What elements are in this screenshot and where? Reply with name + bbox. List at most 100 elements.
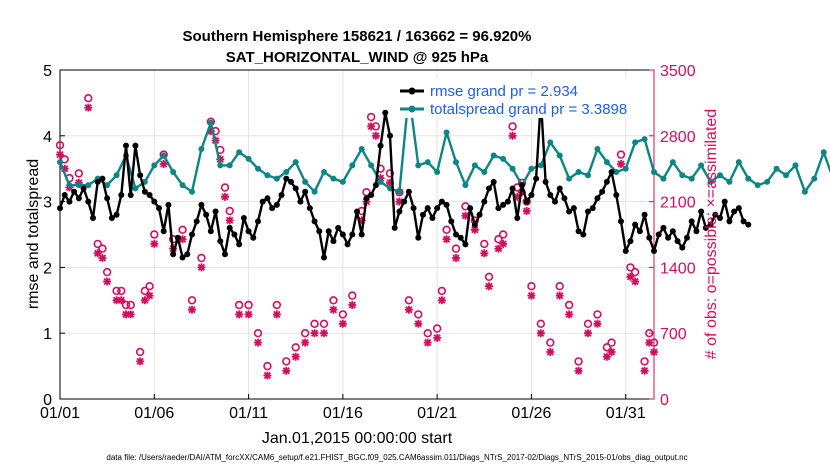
obs-assimilated-point xyxy=(522,207,531,215)
rmse-point xyxy=(603,178,610,185)
y-tick-label-left: 5 xyxy=(43,63,52,80)
totalspread-point xyxy=(321,168,327,175)
obs-possible-point xyxy=(145,282,154,291)
rmse-point xyxy=(429,215,436,222)
rmse-point xyxy=(698,208,705,215)
rmse-point xyxy=(71,188,78,195)
obs-assimilated-point xyxy=(555,291,564,300)
rmse-point xyxy=(547,192,554,199)
rmse-point xyxy=(240,215,247,222)
rmse-point xyxy=(377,142,384,149)
rmse-point xyxy=(354,208,360,215)
obs-possible-point xyxy=(508,122,517,131)
totalspread-point xyxy=(585,172,591,179)
totalspread-point xyxy=(783,172,789,179)
y-tick-label-right: 700 xyxy=(660,326,687,343)
rmse-point xyxy=(311,218,318,225)
obs-assimilated-point xyxy=(117,296,126,305)
obs-assimilated-point xyxy=(414,319,423,328)
totalspread-point xyxy=(462,182,469,189)
obs-possible-point xyxy=(602,343,612,352)
legend-rmse-label: rmse grand pr = 2.934 xyxy=(430,83,578,100)
rmse-point xyxy=(372,182,379,189)
y-tick-label-left: 3 xyxy=(43,195,52,212)
totalspread-point xyxy=(207,119,214,126)
x-tick-label: 01/31 xyxy=(606,405,646,422)
legend-spread-marker xyxy=(408,105,416,113)
rmse-point xyxy=(363,195,370,202)
rmse-point xyxy=(420,211,426,218)
rmse-point xyxy=(486,185,492,192)
y-axis-label-right: # of obs: o=possible; ×=assimilated xyxy=(703,109,720,359)
rmse-point xyxy=(599,188,606,195)
rmse-point xyxy=(533,175,540,182)
rmse-point xyxy=(283,175,290,182)
rmse-point xyxy=(226,224,233,231)
totalspread-point xyxy=(566,175,573,182)
obs-possible-point xyxy=(607,338,616,347)
obs-assimilated-point xyxy=(626,272,635,281)
obs-assimilated-point xyxy=(584,329,592,338)
rmse-point xyxy=(457,234,464,241)
x-axis-label: Jan.01,2015 00:00:00 start xyxy=(262,430,453,447)
rmse-point xyxy=(481,198,488,205)
totalspread-point xyxy=(641,136,648,143)
rmse-point xyxy=(448,218,455,225)
rmse-point xyxy=(665,234,672,241)
totalspread-point xyxy=(594,145,601,152)
obs-possible-point xyxy=(220,183,230,192)
rmse-point xyxy=(490,178,497,185)
rmse-point xyxy=(57,205,63,212)
rmse-point xyxy=(707,221,714,228)
obs-assimilated-point xyxy=(206,127,215,136)
rmse-point xyxy=(165,201,172,208)
totalspread-point xyxy=(226,162,233,169)
y-tick-label-right: 3500 xyxy=(660,63,696,80)
obs-possible-point xyxy=(451,244,461,253)
rmse-point xyxy=(396,208,403,215)
rmse-point xyxy=(217,238,224,245)
obs-assimilated-point xyxy=(60,164,69,173)
obs-possible-point xyxy=(84,93,93,103)
totalspread-point xyxy=(358,145,365,152)
totalspread-point xyxy=(528,165,535,172)
obs-possible-point xyxy=(117,286,126,296)
rmse-point xyxy=(462,241,469,248)
obs-assimilated-point xyxy=(574,366,583,375)
obs-assimilated-point xyxy=(371,131,380,140)
rmse-point xyxy=(669,228,676,235)
obs-possible-point xyxy=(74,169,84,178)
totalspread-point xyxy=(471,162,478,169)
obs-assimilated-point xyxy=(645,338,654,347)
totalspread-point xyxy=(717,172,723,179)
rmse-point xyxy=(80,185,87,192)
obs-possible-point xyxy=(404,296,414,305)
legend-rmse-marker xyxy=(408,87,416,95)
rmse-point xyxy=(495,205,502,212)
obs-possible-point xyxy=(546,338,555,347)
obs-possible-point xyxy=(645,329,654,338)
rmse-point xyxy=(335,224,342,231)
totalspread-point xyxy=(75,182,82,189)
y-tick-label-left: 1 xyxy=(43,326,52,343)
totalspread-point xyxy=(339,178,346,185)
totalspread-point xyxy=(151,162,158,169)
rmse-point xyxy=(170,251,177,258)
obs-possible-point xyxy=(338,310,348,319)
obs-possible-point xyxy=(432,324,442,333)
totalspread-point xyxy=(688,175,695,182)
totalspread-point xyxy=(443,129,450,136)
totalspread-point xyxy=(330,175,337,182)
totalspread-point xyxy=(603,159,610,166)
totalspread-point xyxy=(764,178,771,185)
rmse-point xyxy=(297,198,304,205)
rmse-point xyxy=(250,234,257,241)
obs-possible-point xyxy=(385,169,395,178)
obs-possible-point xyxy=(593,310,602,319)
rmse-point xyxy=(575,228,582,235)
totalspread-point xyxy=(820,149,827,156)
rmse-point xyxy=(264,195,271,202)
chart-title: Southern Hemisphere 158621 / 163662 = 96… xyxy=(183,28,532,45)
rmse-point xyxy=(141,188,148,195)
